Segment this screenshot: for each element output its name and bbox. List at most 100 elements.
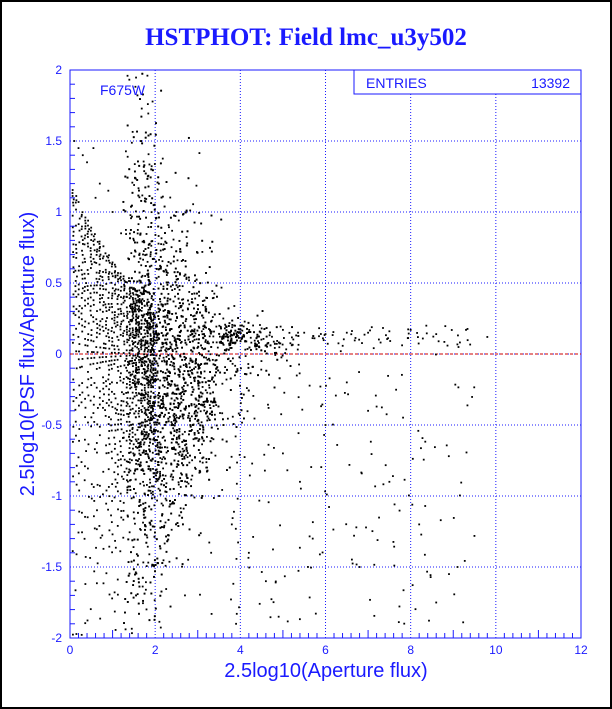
data-point [178,373,181,376]
data-point [128,310,131,313]
data-point [147,327,150,330]
data-point [134,306,136,309]
data-point [220,340,223,343]
data-point [181,298,183,301]
data-point [144,200,147,203]
data-point [113,271,116,274]
data-point [116,490,119,493]
data-point [143,241,146,244]
data-point [212,380,215,383]
data-point [208,328,210,330]
data-point [114,423,116,426]
data-point [172,402,175,405]
data-point [166,392,169,395]
data-point [96,451,98,454]
data-point [133,559,135,562]
data-point [150,339,153,342]
data-point [345,523,348,526]
data-point [201,333,204,336]
data-point [135,315,138,318]
data-point [145,355,148,358]
data-point [117,293,120,296]
data-point [88,228,91,231]
data-point [89,292,92,295]
data-point [353,339,356,342]
data-point [223,327,226,330]
data-point [244,348,247,351]
data-point [193,432,196,434]
data-point [136,130,138,133]
data-point [116,303,119,305]
data-point [145,342,148,345]
data-point [274,581,277,584]
data-point [187,276,190,279]
data-point [184,407,187,410]
data-point [128,277,130,280]
data-point [169,384,172,387]
data-point [168,358,170,360]
data-point [212,391,215,394]
data-point [131,391,134,394]
data-point [197,439,200,442]
data-point [223,371,226,374]
data-point [175,275,178,278]
data-point [183,370,186,373]
data-point [104,415,107,417]
data-point [145,461,148,464]
data-point [136,294,139,297]
data-point [173,424,176,427]
data-point [96,483,99,486]
data-point [190,359,193,362]
data-point [152,564,155,566]
data-point [179,324,182,327]
data-point [245,340,248,343]
data-point [187,299,189,302]
data-point [190,330,192,333]
data-point [152,319,154,322]
data-point [163,393,166,395]
data-point [199,410,202,413]
data-point [117,418,120,421]
data-point [122,431,125,434]
data-point [466,404,469,407]
data-point [198,469,201,472]
data-point [141,316,144,319]
data-point [77,358,80,361]
data-point [144,425,147,428]
data-point [272,601,275,604]
data-point [99,328,101,331]
data-point [108,271,111,273]
data-point [265,335,268,338]
data-point [140,322,143,325]
data-point [120,510,123,512]
data-point [144,420,147,423]
data-point [72,475,74,478]
data-point [127,339,130,342]
data-point [236,461,238,464]
data-point [142,443,145,446]
data-point [139,443,142,446]
data-point [129,360,132,362]
data-point [127,415,130,418]
data-point [374,394,377,397]
data-point [130,560,133,563]
data-point [127,360,129,363]
data-point [81,287,84,290]
data-point [155,360,158,363]
data-point [77,472,80,475]
data-point [241,329,244,332]
data-point [199,460,201,463]
data-point [191,390,194,393]
data-point [457,334,459,337]
data-point [90,483,93,486]
data-point [146,350,149,353]
data-point [83,479,86,482]
data-point [141,411,143,413]
data-point [195,362,197,365]
data-point [113,471,116,474]
data-point [89,309,92,312]
data-point [136,343,139,345]
data-point [221,489,224,491]
data-point [175,431,178,434]
data-point [81,154,84,157]
